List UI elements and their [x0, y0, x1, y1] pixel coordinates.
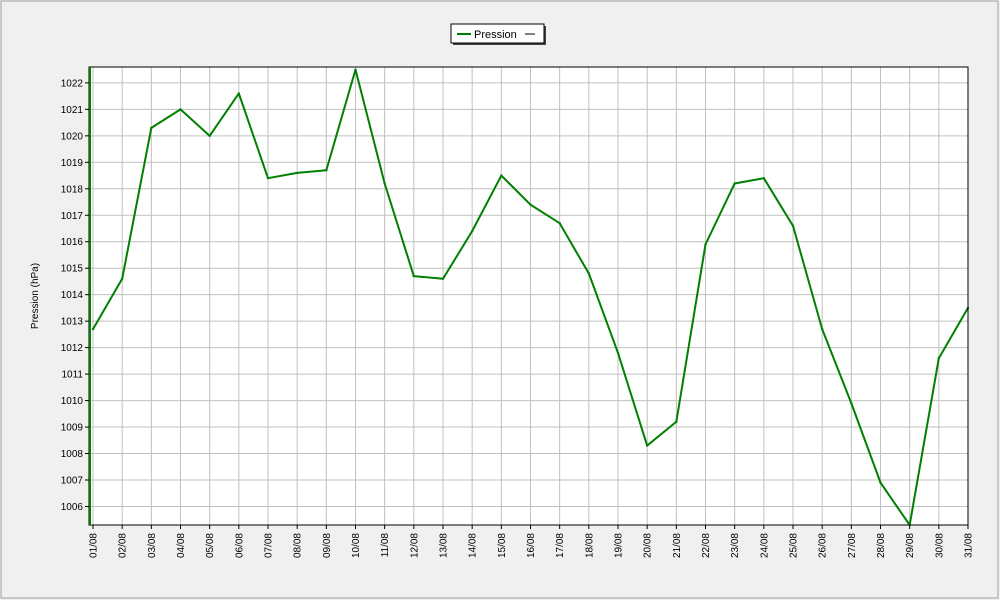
x-tick-label: 08/08	[293, 533, 304, 558]
y-tick-label: 1009	[61, 423, 84, 434]
x-tick-label: 06/08	[234, 533, 245, 558]
data-point	[383, 182, 386, 185]
data-point	[412, 274, 416, 278]
data-point	[675, 420, 678, 423]
data-point	[266, 176, 270, 180]
x-tick-label: 20/08	[643, 533, 654, 558]
y-axis-title: Pression (hPa)	[30, 263, 41, 329]
y-tick-label: 1007	[61, 475, 84, 486]
data-point	[237, 92, 241, 95]
data-point	[791, 224, 795, 228]
x-tick-label: 04/08	[176, 533, 187, 558]
data-point	[441, 277, 445, 280]
y-tick-label: 1019	[61, 158, 84, 169]
x-tick-label: 15/08	[497, 533, 508, 558]
data-point	[879, 481, 882, 484]
data-point	[850, 402, 853, 405]
data-point	[558, 221, 561, 225]
y-tick-label: 1006	[61, 502, 84, 513]
data-point	[733, 182, 736, 185]
data-point	[208, 134, 211, 138]
y-tick-label: 1010	[61, 396, 84, 407]
x-tick-label: 03/08	[147, 533, 158, 558]
x-tick-label: 23/08	[730, 533, 741, 558]
data-point	[616, 351, 620, 355]
x-tick-label: 29/08	[905, 533, 916, 558]
data-point	[325, 169, 328, 172]
data-point	[704, 243, 707, 246]
y-tick-label: 1013	[61, 317, 84, 328]
data-point	[937, 357, 941, 360]
grid	[89, 67, 969, 525]
y-tick-label: 1012	[61, 343, 84, 354]
y-tick-label: 1020	[61, 131, 84, 142]
legend-box	[450, 23, 545, 44]
x-tick-label: 12/08	[409, 533, 420, 558]
y-tick-label: 1016	[61, 237, 84, 248]
x-tick-label: 24/08	[759, 533, 770, 558]
x-tick-label: 25/08	[789, 533, 800, 558]
x-tick-label: 10/08	[351, 533, 362, 558]
y-tick-label: 1022	[61, 78, 84, 89]
x-tick-label: 17/08	[555, 533, 566, 558]
y-tick-label: 1011	[61, 370, 83, 381]
data-point	[120, 277, 124, 280]
legend-label: Pression	[474, 29, 517, 41]
data-point	[529, 203, 532, 206]
x-axis: 01/08 02/08 03/08 04/08 05/08 06/08 07/08 08/08…	[89, 525, 975, 558]
data-point	[150, 126, 153, 130]
y-tick-label: 1015	[61, 264, 84, 275]
y-tick-label: 1021	[61, 105, 84, 116]
x-tick-label: 19/08	[614, 533, 625, 558]
data-point	[645, 444, 649, 447]
data-point	[91, 327, 95, 331]
x-tick-label: 02/08	[118, 533, 129, 558]
x-tick-label: 22/08	[701, 533, 712, 558]
x-tick-label: 14/08	[468, 533, 479, 558]
x-tick-label: 21/08	[672, 533, 683, 558]
data-point	[820, 327, 824, 331]
y-tick-label: 1008	[61, 449, 84, 460]
y-tick-label: 1017	[61, 211, 84, 222]
data-point	[587, 272, 591, 275]
data-point	[354, 68, 357, 71]
x-tick-label: 16/08	[526, 533, 537, 558]
x-tick-label: 30/08	[934, 533, 945, 558]
data-point	[500, 174, 503, 177]
x-tick-label: 27/08	[847, 533, 858, 558]
x-tick-label: 18/08	[584, 533, 595, 558]
data-point	[295, 171, 299, 175]
data-point	[179, 108, 182, 111]
x-tick-label: 01/08	[89, 533, 100, 558]
plot-area	[89, 67, 968, 525]
y-axis: 1006 1007 1008 1009 1010 1011 1012 1013 1014 1015…	[61, 78, 89, 513]
legend: Pression	[450, 23, 546, 45]
x-tick-label: 31/08	[964, 533, 975, 558]
x-tick-label: 26/08	[818, 533, 829, 558]
x-tick-label: 11/08	[380, 533, 391, 558]
x-tick-label: 05/08	[205, 533, 216, 558]
x-tick-label: 28/08	[876, 533, 887, 558]
series-points	[91, 68, 970, 527]
data-point	[470, 229, 474, 233]
y-tick-label: 1018	[61, 184, 84, 195]
x-tick-label: 07/08	[264, 533, 275, 558]
data-point	[762, 176, 766, 180]
x-tick-label: 13/08	[439, 533, 450, 558]
x-tick-label: 09/08	[322, 533, 333, 558]
y-tick-label: 1014	[61, 290, 84, 301]
